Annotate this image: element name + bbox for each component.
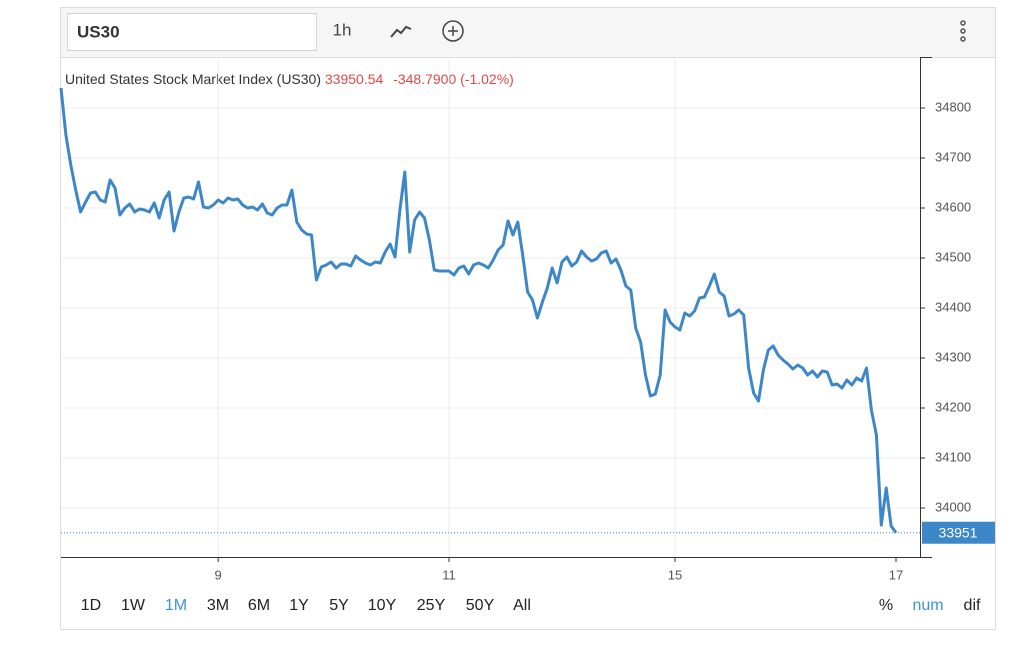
symbol-input[interactable]: [67, 13, 317, 51]
price-change: -348.7900 (-1.02%): [393, 71, 514, 87]
range-button[interactable]: 6M: [248, 597, 270, 614]
mode-button[interactable]: num: [912, 597, 943, 614]
range-button[interactable]: 5Y: [329, 597, 349, 614]
range-button[interactable]: 1D: [81, 597, 101, 614]
range-button[interactable]: 1M: [165, 597, 187, 614]
y-tick-label: 34700: [935, 149, 971, 164]
x-tick-label: 15: [668, 567, 682, 582]
range-button[interactable]: 25Y: [417, 597, 446, 614]
x-tick-label: 17: [889, 567, 903, 582]
y-tick-label: 34100: [935, 449, 971, 464]
range-button[interactable]: 1Y: [289, 597, 309, 614]
x-tick-label: 11: [442, 567, 456, 582]
price-tag: [922, 521, 995, 544]
last-price: 33950.54: [325, 71, 384, 87]
menu-icon[interactable]: [960, 20, 966, 42]
add-icon[interactable]: [442, 20, 464, 42]
y-tick-label: 34800: [935, 99, 971, 114]
range-button[interactable]: 10Y: [368, 597, 397, 614]
symbol[interactable]: US30: [77, 22, 120, 41]
range-button[interactable]: 3M: [207, 597, 229, 614]
price-tag-label: 33951: [939, 524, 978, 540]
y-tick-label: 34200: [935, 399, 971, 414]
range-button[interactable]: 1W: [121, 597, 146, 614]
chart-title: United States Stock Market Index (US30): [65, 71, 321, 87]
price-line: [59, 87, 898, 534]
y-tick-label: 34500: [935, 249, 971, 264]
range-button[interactable]: 50Y: [466, 597, 495, 614]
chart-header: United States Stock Market Index (US30) …: [65, 71, 514, 87]
x-tick-label: 9: [215, 567, 222, 582]
add-icon-plus: [448, 26, 458, 36]
range-button[interactable]: All: [513, 597, 531, 614]
widget-frame: [60, 7, 996, 630]
interval[interactable]: 1h: [333, 20, 352, 39]
y-tick-label: 34300: [935, 349, 971, 364]
mode-button[interactable]: dif: [964, 597, 981, 614]
chart-type-icon[interactable]: [390, 25, 412, 38]
mode-button[interactable]: %: [879, 597, 893, 614]
y-tick-label: 34400: [935, 299, 971, 314]
y-tick-label: 34600: [935, 199, 971, 214]
y-tick-label: 34000: [935, 499, 971, 514]
